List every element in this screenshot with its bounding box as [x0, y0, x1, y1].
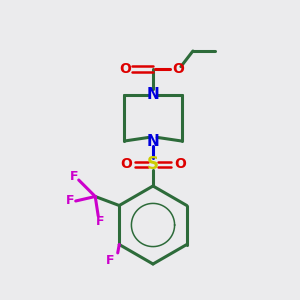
Text: N: N — [147, 87, 159, 102]
Text: F: F — [70, 170, 79, 183]
Text: N: N — [147, 134, 159, 148]
Text: O: O — [172, 62, 184, 76]
Text: F: F — [106, 254, 115, 268]
Text: F: F — [95, 215, 104, 228]
Text: F: F — [66, 194, 75, 208]
Text: O: O — [174, 158, 186, 171]
Text: O: O — [119, 62, 131, 76]
Text: S: S — [147, 155, 159, 173]
Text: O: O — [120, 158, 132, 171]
